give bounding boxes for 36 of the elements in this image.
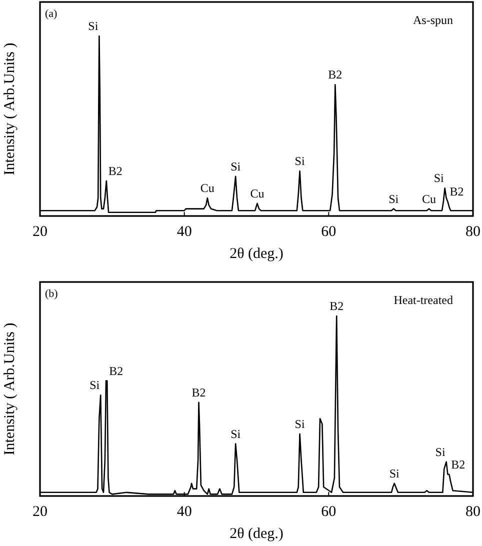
text: (a): [45, 8, 58, 20]
x-axis-title: 2θ (deg.): [230, 246, 284, 262]
annotation: Si: [388, 192, 400, 206]
x-tick-label: 60: [321, 504, 336, 520]
annotation: B2: [450, 184, 464, 199]
annotation: Cu: [200, 181, 214, 195]
annotation: Si: [294, 416, 306, 431]
x-tick-label: 20: [32, 224, 48, 240]
annotation: Si: [88, 19, 99, 33]
annotation: Cu: [422, 192, 436, 206]
annotation: B2: [108, 164, 122, 178]
annotation: Si: [435, 444, 446, 459]
annotation: Si: [389, 466, 400, 480]
x-tick-label: 80: [466, 504, 480, 520]
annotation: B2: [330, 299, 344, 313]
annotation: Si: [90, 378, 100, 392]
annotation: Si: [230, 159, 242, 174]
x-tick-label: 20: [32, 504, 48, 520]
annotation: Si: [294, 154, 306, 168]
x-tick-label: 80: [466, 224, 480, 240]
annotation: Si: [230, 426, 242, 441]
x-axis-title: 2θ (deg.): [230, 526, 284, 542]
y-axis-title: Intensity ( Arb.Units ): [2, 42, 18, 176]
annotation: B2: [109, 364, 124, 378]
x-tick-label: 40: [176, 224, 192, 240]
annotation: Cu: [250, 186, 264, 200]
x-tick-label: 40: [176, 504, 192, 520]
text: As-spun: [412, 13, 453, 27]
annotation: B2: [192, 385, 206, 400]
annotation: B2: [451, 457, 466, 472]
annotation: Si: [434, 171, 445, 186]
annotation: B2: [328, 68, 342, 82]
text: (b): [45, 288, 58, 300]
text: Heat-treated: [394, 293, 453, 307]
y-axis-title: Intensity ( Arb.Units ): [2, 322, 18, 456]
x-tick-label: 60: [321, 224, 336, 240]
